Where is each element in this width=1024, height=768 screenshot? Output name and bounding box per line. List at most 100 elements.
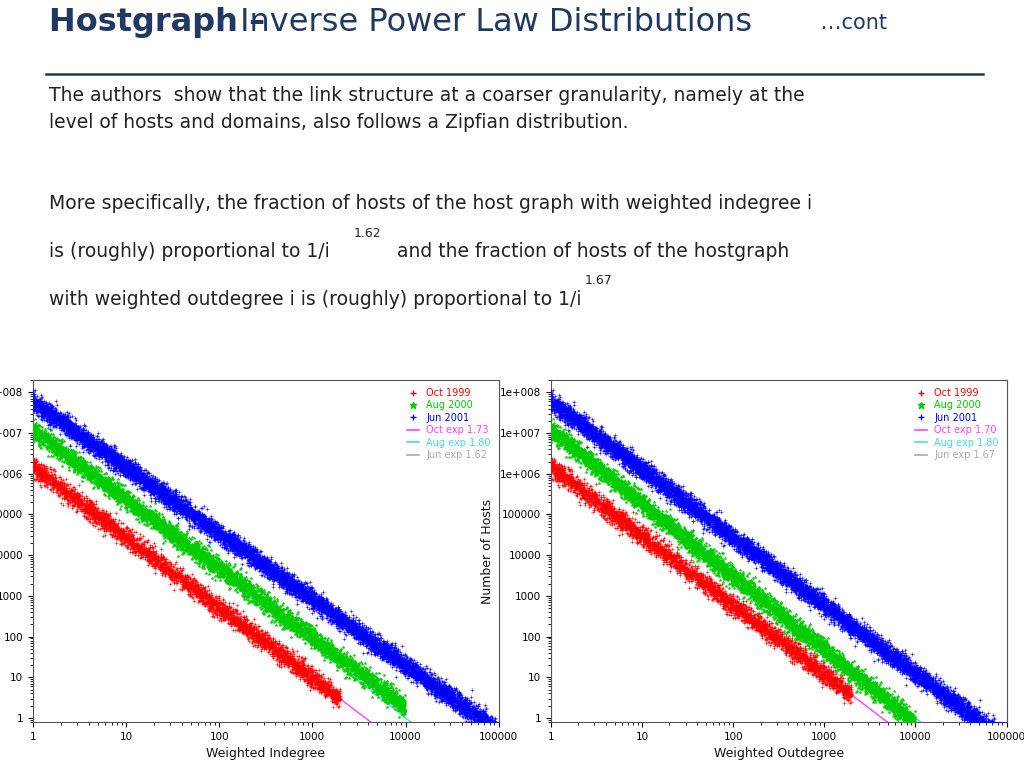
Jun 2001 [450,697,466,709]
Aug 2000 [382,685,398,697]
Jun 2001 [179,510,196,522]
Jun 2001 [781,576,798,588]
Jun 2001 [569,418,586,430]
Oct 1999 [41,471,57,483]
Jun 2001 [772,571,788,584]
Jun 2001 [867,631,884,643]
Jun 2001 [935,692,951,704]
Jun 2001 [913,677,930,689]
Oct 1999 [35,474,51,486]
Jun 2001 [246,549,262,561]
Jun 2001 [772,563,788,575]
Jun 2001 [961,703,977,716]
Oct 1999 [132,546,148,558]
Oct 1999 [551,472,567,485]
Jun 2001 [609,444,626,456]
Jun 2001 [269,559,286,571]
Jun 2001 [476,711,493,723]
Jun 2001 [247,556,263,568]
Jun 2001 [762,551,778,564]
Aug 2000 [828,656,845,668]
Jun 2001 [887,647,903,659]
Jun 2001 [142,479,159,492]
Jun 2001 [848,622,864,634]
Aug 2000 [637,496,653,508]
Jun 2001 [720,532,736,545]
Jun 2001 [552,396,568,408]
Aug 2000 [52,436,69,449]
Jun 2001 [223,528,240,541]
Aug 2000 [372,674,388,686]
Jun 2001 [59,424,76,436]
Jun 2001 [742,551,759,564]
Jun 2001 [627,460,643,472]
Jun 2001 [227,543,244,555]
Jun 2001 [931,680,947,693]
Jun 2001 [68,419,84,432]
Jun 2001 [840,624,856,637]
Jun 2001 [852,624,868,636]
Jun 2001 [606,447,623,459]
Jun 2001 [275,579,292,591]
Jun 2001 [580,423,596,435]
Jun 2001 [168,508,184,520]
Aug 2000 [230,578,247,591]
Aug 2000 [745,587,762,599]
Oct 1999 [175,575,191,588]
Jun 2001 [300,588,316,601]
Oct 1999 [769,630,785,642]
Jun 2001 [413,668,429,680]
Jun 2001 [847,616,863,628]
Jun 2001 [158,482,174,495]
Jun 2001 [714,527,730,539]
Aug 2000 [152,521,168,533]
Jun 2001 [130,475,146,487]
Jun 2001 [419,677,435,689]
Jun 2001 [821,602,838,614]
Jun 2001 [792,583,808,595]
Jun 2001 [88,438,104,450]
Jun 2001 [383,652,399,664]
Oct 1999 [93,512,110,525]
Oct 1999 [211,604,227,617]
Jun 2001 [468,709,484,721]
Jun 2001 [872,637,889,650]
Oct 1999 [801,642,817,654]
Jun 2001 [174,494,190,506]
Jun 2001 [241,560,257,572]
Oct 1999 [110,526,126,538]
Jun 2001 [462,704,478,717]
Oct 1999 [828,677,845,690]
Oct 1999 [768,626,784,638]
Jun 2001 [340,614,356,627]
Aug 2000 [290,617,306,630]
Jun 2001 [696,506,713,518]
Oct 1999 [609,516,626,528]
Jun 2001 [630,458,646,471]
Jun 2001 [915,672,932,684]
Oct 1999 [43,472,59,484]
Jun 2001 [206,527,222,539]
Oct 1999 [300,662,316,674]
Oct 1999 [45,475,61,488]
Oct 1999 [29,467,45,479]
Jun 2001 [126,467,142,479]
Oct 1999 [191,591,208,604]
Oct 1999 [229,615,246,627]
Jun 2001 [584,428,600,440]
Oct 1999 [186,584,203,597]
Jun 2001 [955,707,972,720]
Jun 2001 [834,608,850,621]
Aug 2000 [272,606,289,618]
Aug 2000 [109,482,125,495]
Oct 1999 [707,575,723,588]
Jun 2001 [590,430,606,442]
Oct 1999 [584,483,600,495]
Jun 2001 [204,520,220,532]
Oct 1999 [257,629,273,641]
Jun 2001 [351,626,368,638]
Jun 2001 [256,557,272,569]
Jun 2001 [575,429,592,442]
Aug 2000 [565,439,582,452]
Jun 2001 [249,555,265,568]
